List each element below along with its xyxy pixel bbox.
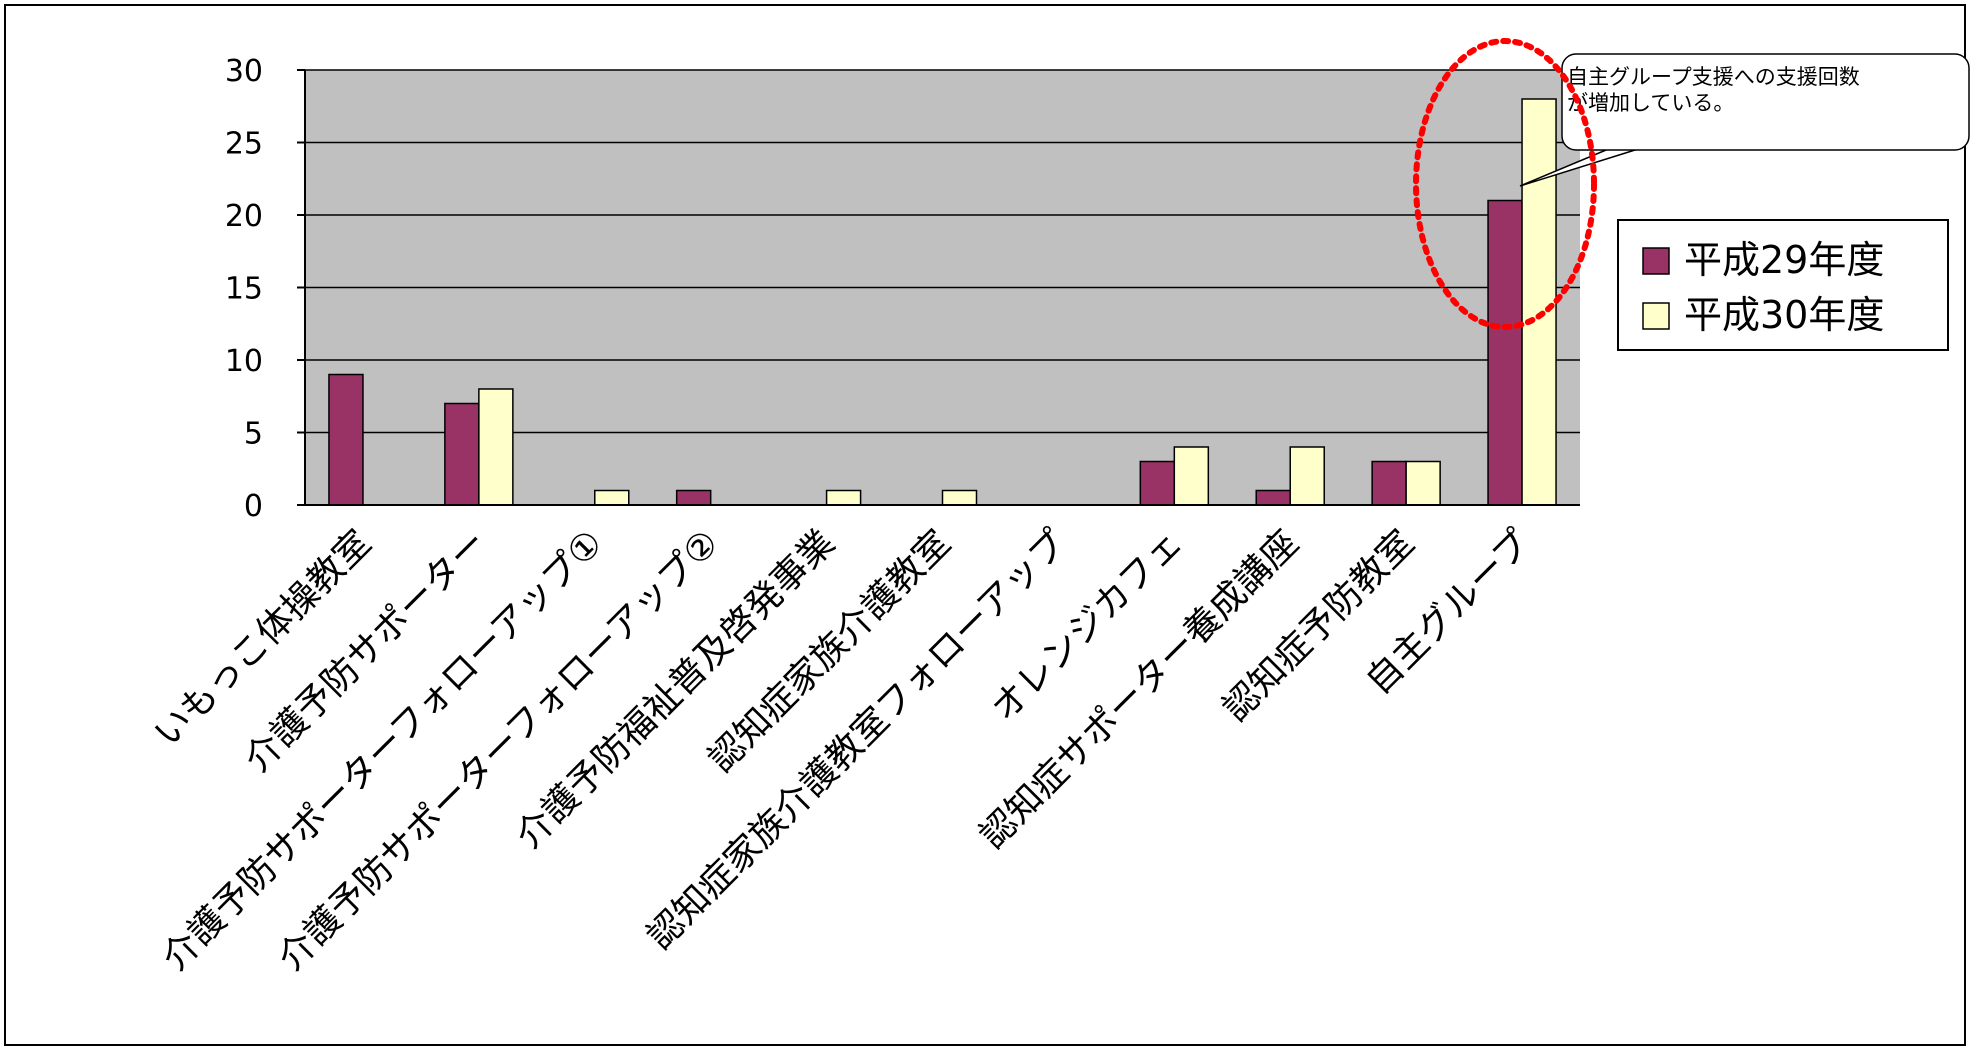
y-tick-label: 15 (225, 272, 263, 307)
bar-h29 (675, 489, 712, 506)
y-tick-label: 10 (225, 344, 263, 379)
bar-h29 (1139, 460, 1176, 506)
bar-h30 (825, 489, 862, 506)
y-tick-label: 5 (244, 417, 263, 452)
legend-box (1617, 219, 1949, 351)
bar-h30 (1289, 446, 1325, 506)
bar-h29 (1371, 460, 1407, 506)
gridlines (305, 69, 1580, 434)
bar-h30 (1405, 460, 1441, 506)
callout-line-1: 自主グループ支援への支援回数 (1567, 65, 1860, 89)
legend-swatch-h29 (1642, 247, 1670, 275)
x-category-label: 介護予防サポーターフォローアップ① (155, 522, 612, 979)
bar-h30 (941, 489, 978, 506)
bars (328, 98, 1557, 506)
bar-h30 (594, 489, 630, 506)
y-axis-ticks: 0 5 10 15 20 25 30 (225, 54, 305, 524)
callout-box (1561, 53, 1970, 151)
y-tick-label: 30 (225, 54, 263, 89)
highlight-ellipse (1413, 38, 1597, 330)
legend: 平成29年度 平成30年度 (1617, 219, 1949, 351)
legend-label-h29: 平成29年度 (1684, 238, 1884, 282)
x-category-label: いもっこ体操教室 (147, 522, 380, 755)
annotation-callout: 自主グループ支援への支援回数 が増加している。 (1519, 53, 1970, 187)
bar-h29 (1255, 489, 1291, 506)
x-axis-labels: いもっこ体操教室介護予防サポーター介護予防サポーターフォローアップ①介護予防サポ… (147, 522, 1539, 979)
bar-h30 (1173, 446, 1210, 506)
x-category-label: 認知症家族介護教室フォローアップ (640, 522, 1075, 957)
legend-swatch-h30 (1642, 302, 1670, 330)
legend-label-h30: 平成30年度 (1684, 293, 1884, 337)
bar-h29 (444, 402, 480, 506)
bar-h30 (478, 388, 514, 506)
y-tick-label: 25 (225, 127, 263, 162)
y-tick-label: 0 (244, 489, 263, 524)
bar-h30 (1521, 98, 1557, 506)
callout-line-2: が増加している。 (1567, 91, 1734, 115)
bar-h29 (328, 373, 364, 506)
bar-h29 (1487, 199, 1523, 506)
y-tick-label: 20 (225, 199, 263, 234)
